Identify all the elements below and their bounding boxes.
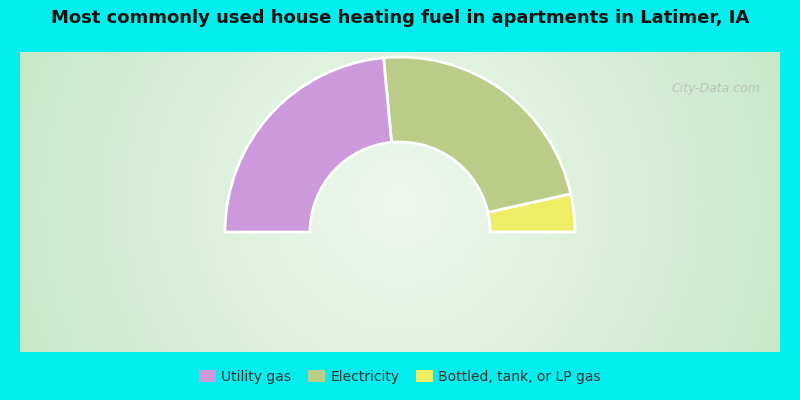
Text: City-Data.com: City-Data.com [671,82,760,95]
Wedge shape [383,57,570,212]
Wedge shape [225,58,391,232]
Wedge shape [488,194,575,232]
Text: Most commonly used house heating fuel in apartments in Latimer, IA: Most commonly used house heating fuel in… [51,9,749,27]
Legend: Utility gas, Electricity, Bottled, tank, or LP gas: Utility gas, Electricity, Bottled, tank,… [194,364,606,390]
